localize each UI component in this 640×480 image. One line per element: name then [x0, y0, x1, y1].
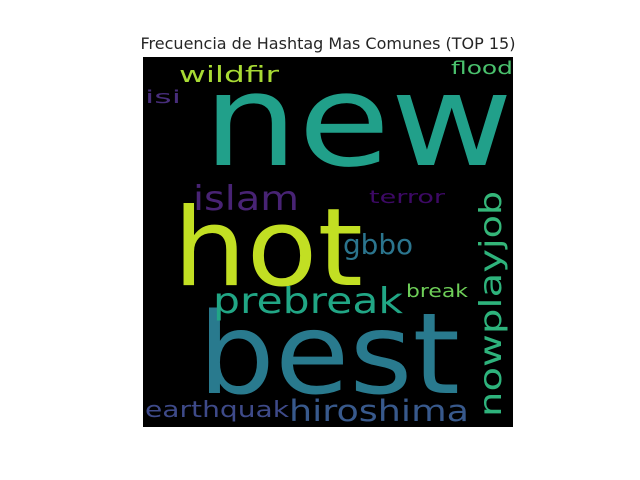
- chart-title: Frecuencia de Hashtag Mas Comunes (TOP 1…: [140, 34, 516, 53]
- word-new: new: [203, 57, 513, 196]
- word-cloud: new hot best prebreak hiroshima islam nowplay j…: [143, 57, 513, 427]
- word-job: job: [474, 191, 509, 250]
- word-earthquak: earthquak: [145, 398, 289, 423]
- word-nowplay: nowplay: [474, 249, 509, 417]
- word-wildfir: wildfir: [179, 63, 280, 88]
- word-hiroshima: hiroshima: [289, 394, 469, 427]
- word-gbbo: gbbo: [343, 228, 413, 261]
- word-terror: terror: [369, 187, 446, 208]
- word-islam: islam: [193, 179, 299, 219]
- word-best: best: [198, 290, 460, 420]
- word-hot: hot: [173, 186, 363, 311]
- word-isi: isi: [145, 87, 181, 108]
- word-flood: flood: [451, 58, 513, 79]
- word-break: break: [406, 281, 469, 302]
- word-prebreak: prebreak: [213, 281, 403, 322]
